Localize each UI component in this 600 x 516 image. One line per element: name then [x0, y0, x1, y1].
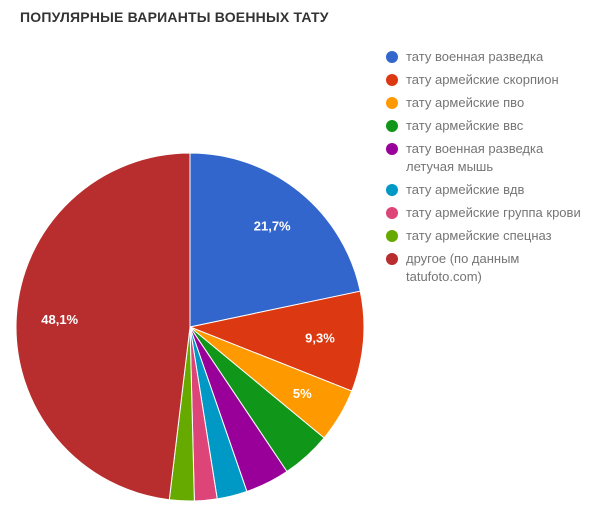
legend-item[interactable]: тату армейские пво [386, 94, 590, 112]
legend-item-label: тату армейские ввс [406, 118, 524, 133]
pie-slice[interactable] [15, 152, 191, 501]
legend-item[interactable]: тату армейские группа крови [386, 204, 590, 222]
chart-title: ПОПУЛЯРНЫЕ ВАРИАНТЫ ВОЕННЫХ ТАТУ [20, 9, 329, 25]
pie-slice-value-label: 21,7% [254, 218, 291, 233]
legend-color-dot-icon [386, 253, 398, 265]
legend-item-label: тату армейские вдв [406, 182, 525, 197]
legend-item[interactable]: тату военная разведка летучая мышь [386, 140, 590, 176]
legend-color-dot-icon [386, 184, 398, 196]
pie-labels-group: 21,7% 9,3% 5% 48,1% [41, 218, 335, 401]
pie-slice-value-label: 48,1% [41, 312, 78, 327]
pie-slice[interactable] [189, 290, 365, 392]
legend-color-dot-icon [386, 51, 398, 63]
legend-color-dot-icon [386, 120, 398, 132]
legend-item[interactable]: тату военная разведка [386, 48, 590, 66]
legend-item[interactable]: тату армейские скорпион [386, 71, 590, 89]
pie-slice-value-label: 5% [293, 386, 312, 401]
pie-chart: 21,7% 9,3% 5% 48,1% [15, 152, 365, 502]
pie-slice-value-label: 9,3% [305, 331, 335, 346]
legend-item-label: тату армейские спецназ [406, 228, 552, 243]
legend-item[interactable]: тату армейские спецназ [386, 227, 590, 245]
legend-item[interactable]: тату армейские ввс [386, 117, 590, 135]
legend-item-label: тату армейские группа крови [406, 205, 581, 220]
legend-item-label: тату военная разведка летучая мышь [406, 141, 544, 174]
legend-color-dot-icon [386, 207, 398, 219]
legend-color-dot-icon [386, 97, 398, 109]
legend-color-dot-icon [386, 74, 398, 86]
legend-item-label: тату армейские пво [406, 95, 525, 110]
legend-item[interactable]: тату армейские вдв [386, 181, 590, 199]
legend: тату военная разведка тату армейские скор… [386, 48, 590, 291]
legend-item-label: тату военная разведка [406, 49, 544, 64]
pie-slice[interactable] [189, 152, 361, 328]
legend-item-label: другое (по данным tatufoto.com) [406, 251, 520, 284]
pie-slices-group [15, 152, 365, 502]
legend-item-label: тату армейские скорпион [406, 72, 559, 87]
legend-color-dot-icon [386, 143, 398, 155]
legend-color-dot-icon [386, 230, 398, 242]
legend-item[interactable]: другое (по данным tatufoto.com) [386, 250, 590, 286]
